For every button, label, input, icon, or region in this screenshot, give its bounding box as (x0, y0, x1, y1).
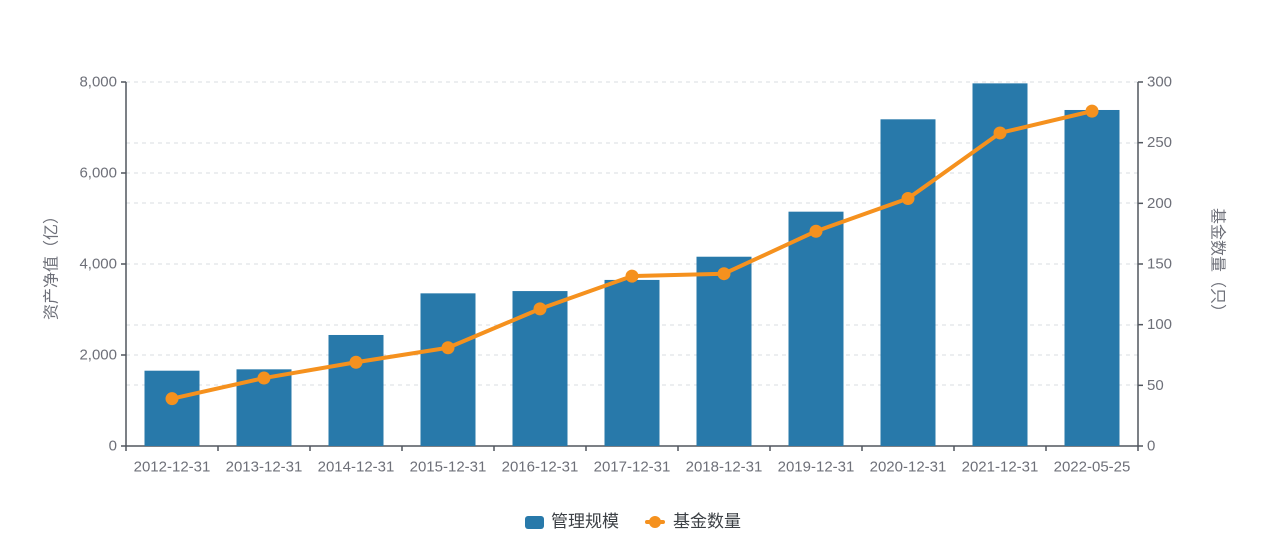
line-series-marker-icon (645, 516, 665, 528)
x-axis-category-label: 2021-12-31 (962, 459, 1039, 476)
line-point[interactable] (717, 267, 731, 281)
line-point[interactable] (441, 341, 455, 355)
x-axis-category-label: 2015-12-31 (410, 459, 487, 476)
line-point[interactable] (901, 191, 915, 205)
right-axis-tick-label: 50 (1147, 377, 1164, 394)
left-axis-tick-label: 8,000 (79, 74, 117, 91)
legend-label-bar-series: 管理规模 (551, 512, 619, 531)
right-axis-tick-label: 150 (1147, 256, 1172, 273)
right-axis-tick-label: 300 (1147, 74, 1172, 91)
line-point[interactable] (349, 355, 363, 369)
left-axis-title: 资产净值（亿） (43, 208, 61, 320)
right-axis-tick-label: 100 (1147, 316, 1172, 333)
line-point[interactable] (257, 371, 271, 385)
bar[interactable] (420, 293, 476, 446)
bar[interactable] (144, 370, 200, 446)
line-point[interactable] (625, 269, 639, 283)
plot-area: 0 2,000 4,000 6,000 8,000 0 50 100 150 200 250 300 2… (43, 74, 1227, 476)
x-axis-category-label: 2017-12-31 (594, 459, 671, 476)
left-axis-tick-label: 6,000 (79, 165, 117, 182)
left-axis-tick-label: 0 (109, 438, 117, 455)
right-axis-title: 基金数量（只） (1209, 208, 1227, 320)
line-series-dot-icon (649, 516, 661, 528)
right-axis-tick-label: 0 (1147, 438, 1155, 455)
x-axis-category-label: 2016-12-31 (502, 459, 579, 476)
left-axis-tick-label: 4,000 (79, 256, 117, 273)
x-axis-category-label: 2013-12-31 (226, 459, 303, 476)
x-axis-category-label: 2014-12-31 (318, 459, 395, 476)
x-axis-category-label: 2022-05-25 (1054, 459, 1131, 476)
right-axis-tick-label: 250 (1147, 134, 1172, 151)
bar[interactable] (604, 279, 660, 446)
x-axis-category-label: 2020-12-31 (870, 459, 947, 476)
line-point[interactable] (809, 224, 823, 238)
x-axis-category-label: 2018-12-31 (686, 459, 763, 476)
legend: 管理规模 基金数量 (0, 511, 1266, 533)
line-point[interactable] (993, 126, 1007, 140)
bar[interactable] (788, 211, 844, 446)
right-axis-tick-label: 200 (1147, 195, 1172, 212)
line-point[interactable] (1085, 104, 1099, 118)
bar[interactable] (328, 334, 384, 446)
bar[interactable] (696, 256, 752, 446)
line-point[interactable] (533, 302, 547, 316)
legend-item-bar-series[interactable]: 管理规模 (525, 511, 619, 533)
legend-item-line-series[interactable]: 基金数量 (645, 511, 741, 533)
bar-series-swatch-icon (525, 515, 544, 529)
bar[interactable] (880, 119, 936, 446)
bar[interactable] (1064, 109, 1120, 447)
line-point[interactable] (165, 392, 179, 406)
legend-label-line-series: 基金数量 (673, 512, 741, 531)
left-axis-tick-label: 2,000 (79, 347, 117, 364)
x-axis-category-label: 2019-12-31 (778, 459, 855, 476)
x-axis-category-label: 2012-12-31 (134, 459, 211, 476)
